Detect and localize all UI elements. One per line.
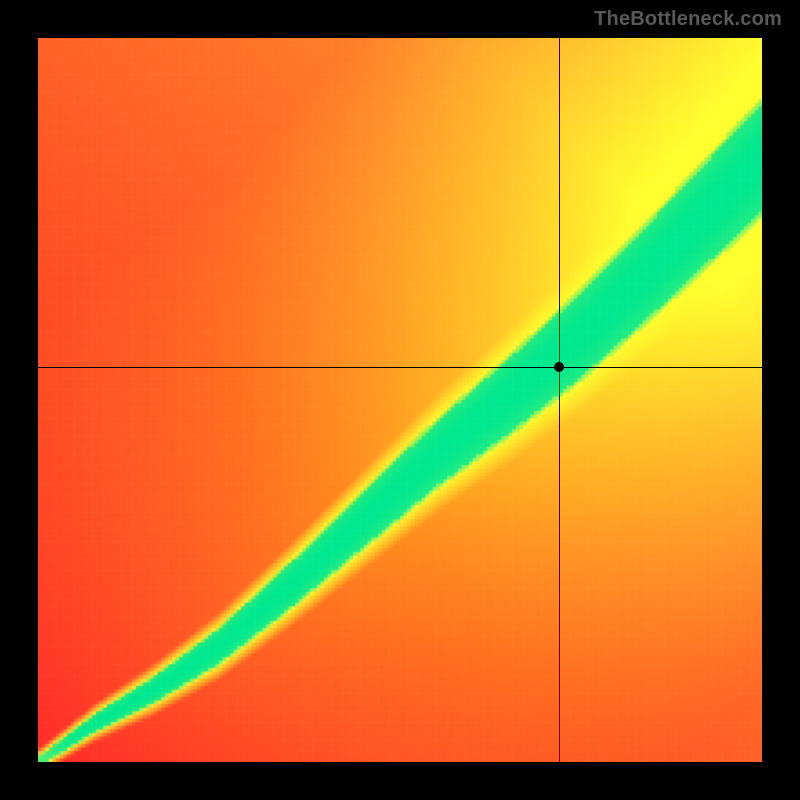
watermark-text: TheBottleneck.com [594,8,782,31]
bottleneck-heatmap [38,38,762,762]
crosshair-horizontal [38,367,762,368]
crosshair-vertical [559,38,560,762]
crosshair-marker [554,362,564,372]
